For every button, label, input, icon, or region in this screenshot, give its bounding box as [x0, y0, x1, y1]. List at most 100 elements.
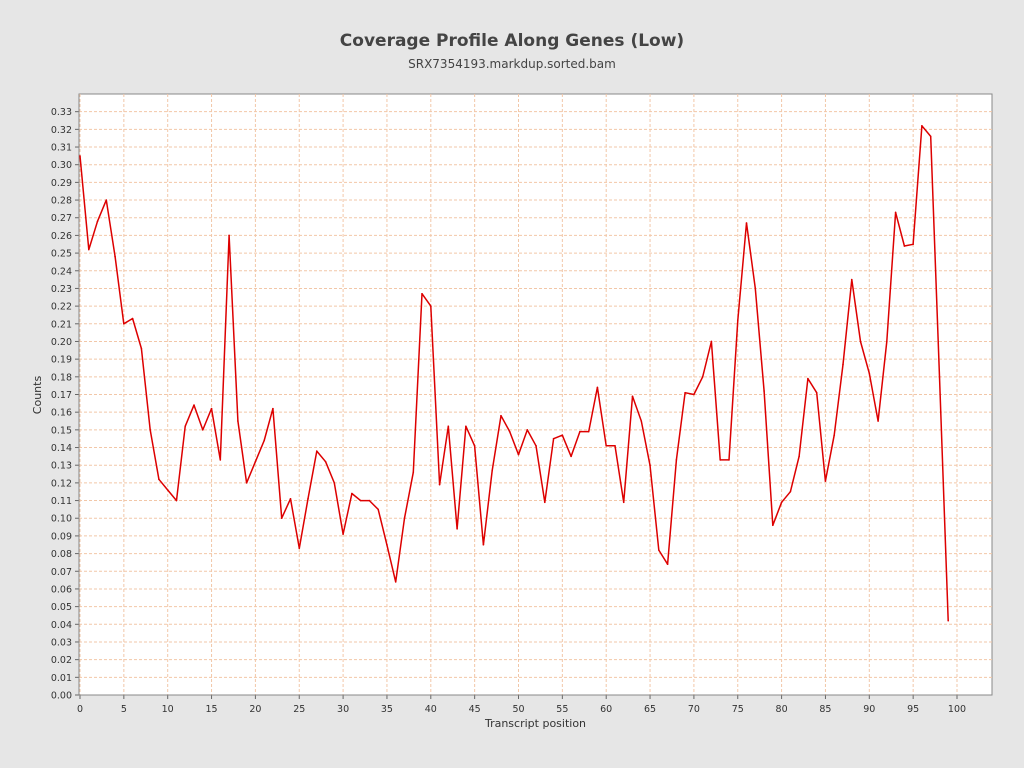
x-tick-label: 0	[77, 704, 83, 715]
y-tick-label: 0.30	[51, 160, 72, 171]
y-tick-label: 0.26	[51, 231, 72, 242]
data-point	[342, 533, 344, 535]
y-tick-label: 0.00	[51, 691, 72, 702]
data-point	[570, 455, 572, 458]
data-point	[736, 319, 739, 322]
data-point	[605, 444, 607, 447]
y-tick-label: 0.25	[51, 249, 72, 260]
y-tick-label: 0.23	[51, 284, 72, 295]
data-point	[587, 430, 590, 433]
y-tick-label: 0.04	[51, 620, 72, 631]
y-tick-label: 0.02	[51, 655, 72, 666]
data-point	[947, 619, 950, 622]
y-tick-label: 0.03	[51, 637, 72, 648]
data-point	[158, 478, 160, 481]
data-point	[622, 501, 625, 504]
data-point	[614, 444, 616, 447]
y-tick-label: 0.21	[51, 319, 72, 330]
y-tick-label: 0.13	[51, 461, 72, 472]
x-axis-label: Transcript position	[484, 717, 586, 730]
data-point	[105, 199, 108, 201]
data-point	[307, 497, 309, 500]
y-tick-label: 0.18	[51, 372, 72, 383]
y-tick-label: 0.11	[51, 496, 72, 507]
data-point	[377, 508, 379, 511]
data-point	[728, 459, 730, 461]
data-point	[666, 563, 669, 565]
data-point	[140, 347, 143, 350]
x-tick-label: 30	[337, 704, 349, 715]
data-point	[228, 234, 230, 237]
y-tick-label: 0.19	[51, 355, 72, 366]
x-tick-label: 25	[293, 704, 305, 715]
data-point	[579, 430, 581, 433]
x-tick-label: 45	[469, 704, 481, 715]
data-point	[114, 255, 116, 258]
data-point	[754, 287, 757, 290]
data-point	[684, 391, 686, 394]
data-point	[561, 434, 564, 436]
x-tick-label: 90	[863, 704, 875, 715]
data-point	[386, 543, 388, 546]
data-point	[903, 245, 906, 247]
data-point	[447, 425, 450, 428]
data-point	[745, 222, 748, 224]
x-tick-label: 95	[907, 704, 919, 715]
data-point	[403, 517, 406, 520]
y-tick-label: 0.27	[51, 213, 72, 224]
data-point	[263, 439, 265, 442]
data-point	[658, 549, 660, 551]
data-point	[482, 543, 485, 546]
x-tick-label: 85	[819, 704, 831, 715]
y-tick-label: 0.32	[51, 125, 72, 136]
data-point	[324, 460, 327, 463]
data-point	[798, 455, 800, 458]
y-tick-label: 0.33	[51, 107, 72, 118]
data-point	[850, 278, 853, 281]
axes	[75, 94, 992, 699]
y-tick-label: 0.01	[51, 673, 72, 684]
data-point	[298, 547, 301, 550]
y-tick-label: 0.24	[51, 266, 72, 277]
x-tick-label: 20	[249, 704, 261, 715]
x-tick-label: 70	[688, 704, 700, 715]
data-point	[701, 376, 704, 378]
data-point	[526, 429, 529, 431]
data-point	[149, 429, 151, 431]
y-tick-label: 0.17	[51, 390, 72, 401]
data-point	[710, 340, 713, 343]
data-point	[280, 517, 283, 520]
chart-subtitle: SRX7354193.markdup.sorted.bam	[408, 57, 616, 71]
data-point	[877, 420, 879, 422]
y-tick-label: 0.15	[51, 425, 72, 436]
data-point	[96, 220, 99, 223]
data-point	[245, 482, 248, 484]
data-point	[868, 372, 871, 375]
x-tick-label: 40	[425, 704, 437, 715]
data-point	[237, 420, 239, 422]
data-point	[833, 434, 836, 436]
chart-title: Coverage Profile Along Genes (Low)	[339, 31, 685, 51]
data-point	[166, 489, 169, 491]
data-point	[368, 499, 371, 502]
data-point	[333, 482, 336, 484]
data-point	[921, 125, 923, 127]
data-point	[535, 444, 537, 447]
data-point	[859, 340, 862, 343]
y-tick-label: 0.06	[51, 584, 72, 595]
data-point	[201, 429, 204, 431]
data-point	[824, 480, 827, 482]
data-point	[640, 420, 643, 422]
data-point	[87, 248, 90, 251]
y-tick-label: 0.20	[51, 337, 72, 348]
x-tick-label: 75	[732, 704, 744, 715]
x-tick-label: 65	[644, 704, 656, 715]
y-tick-label: 0.14	[51, 443, 72, 454]
grid-lines	[79, 94, 992, 696]
x-tick-label: 35	[381, 704, 393, 715]
x-tick-label: 100	[948, 704, 966, 715]
y-tick-label: 0.28	[51, 196, 72, 207]
y-tick-label: 0.16	[51, 408, 72, 419]
data-point	[465, 425, 467, 428]
